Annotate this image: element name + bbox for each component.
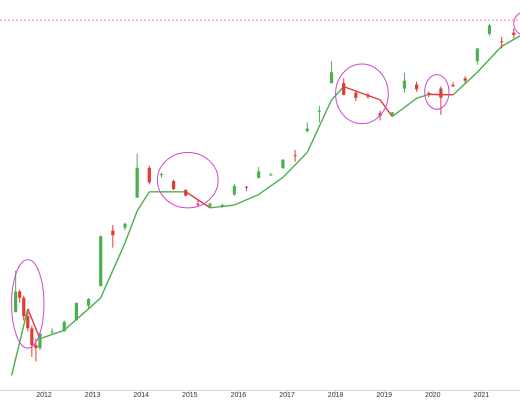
candle-body: [22, 298, 25, 316]
candle-body: [500, 41, 503, 42]
trailing-line-segment: [417, 94, 429, 98]
trailing-line-segment: [234, 195, 258, 205]
trailing-line-segment: [502, 33, 520, 47]
candle-body: [221, 205, 224, 206]
candle-body: [196, 204, 199, 205]
candle-body: [257, 171, 260, 177]
trailing-line-segment: [344, 87, 380, 100]
candle-body: [14, 291, 17, 312]
candle-body: [306, 128, 309, 131]
candle-body: [476, 48, 479, 61]
x-tick-label: 2020: [425, 392, 441, 399]
candle-body: [330, 72, 333, 83]
trailing-line-segment: [101, 243, 125, 298]
trailing-line-segment: [392, 98, 416, 116]
x-tick-label: 2014: [133, 392, 149, 399]
trailing-line-segment: [259, 177, 283, 194]
candle-body: [391, 112, 394, 114]
candle-body: [18, 291, 21, 297]
trailing-line-segment: [89, 298, 101, 309]
candle-body: [464, 78, 467, 80]
candle-body: [136, 168, 139, 198]
trailing-line-segment: [477, 46, 501, 72]
candle-body: [439, 89, 442, 98]
x-tick-label: 2012: [36, 392, 52, 399]
trailing-line-segment: [332, 87, 344, 100]
candle-body: [34, 345, 37, 348]
trailing-line-segment: [125, 211, 137, 243]
candle-body: [51, 331, 54, 332]
candle-body: [354, 93, 357, 98]
candle-body: [87, 299, 90, 306]
x-tick-label: 2021: [474, 392, 490, 399]
x-tick-label: 2015: [182, 392, 198, 399]
candle-body: [451, 85, 454, 86]
trailing-line-segment: [453, 72, 477, 95]
candle-body: [148, 168, 151, 183]
x-tick-label: 2017: [279, 392, 295, 399]
candle-body: [26, 316, 29, 328]
candle-body: [75, 303, 78, 321]
x-tick-label: 2018: [328, 392, 344, 399]
candle-body: [160, 174, 163, 175]
candle-body: [342, 83, 345, 95]
candle-body: [123, 224, 126, 228]
candle-body: [488, 25, 491, 34]
highlight-circle: [157, 152, 218, 207]
x-tick-label: 2016: [231, 392, 247, 399]
trailing-line-segment: [28, 309, 40, 339]
candle-body: [403, 81, 406, 89]
candle-body: [427, 93, 430, 94]
trailing-line-segment: [380, 100, 392, 117]
candle-body: [111, 230, 114, 235]
trailing-line-segment: [137, 192, 149, 211]
candle-body: [245, 187, 248, 188]
candle-body: [512, 33, 515, 35]
candle-body: [269, 175, 272, 176]
highlight-circle: [514, 11, 520, 35]
x-tick-label: 2013: [85, 392, 101, 399]
candle-body: [366, 95, 369, 97]
candle-body: [99, 236, 102, 286]
candle-body: [281, 160, 284, 169]
candle-body: [184, 190, 187, 196]
candle-body: [208, 204, 211, 207]
candle-body: [415, 85, 418, 90]
candle-body: [63, 322, 66, 332]
candle-body: [318, 111, 321, 112]
candle-body: [294, 155, 297, 156]
candle-body: [30, 328, 33, 345]
candle-body: [233, 186, 236, 195]
x-tick-label: 2019: [376, 392, 392, 399]
candle-body: [172, 181, 175, 189]
